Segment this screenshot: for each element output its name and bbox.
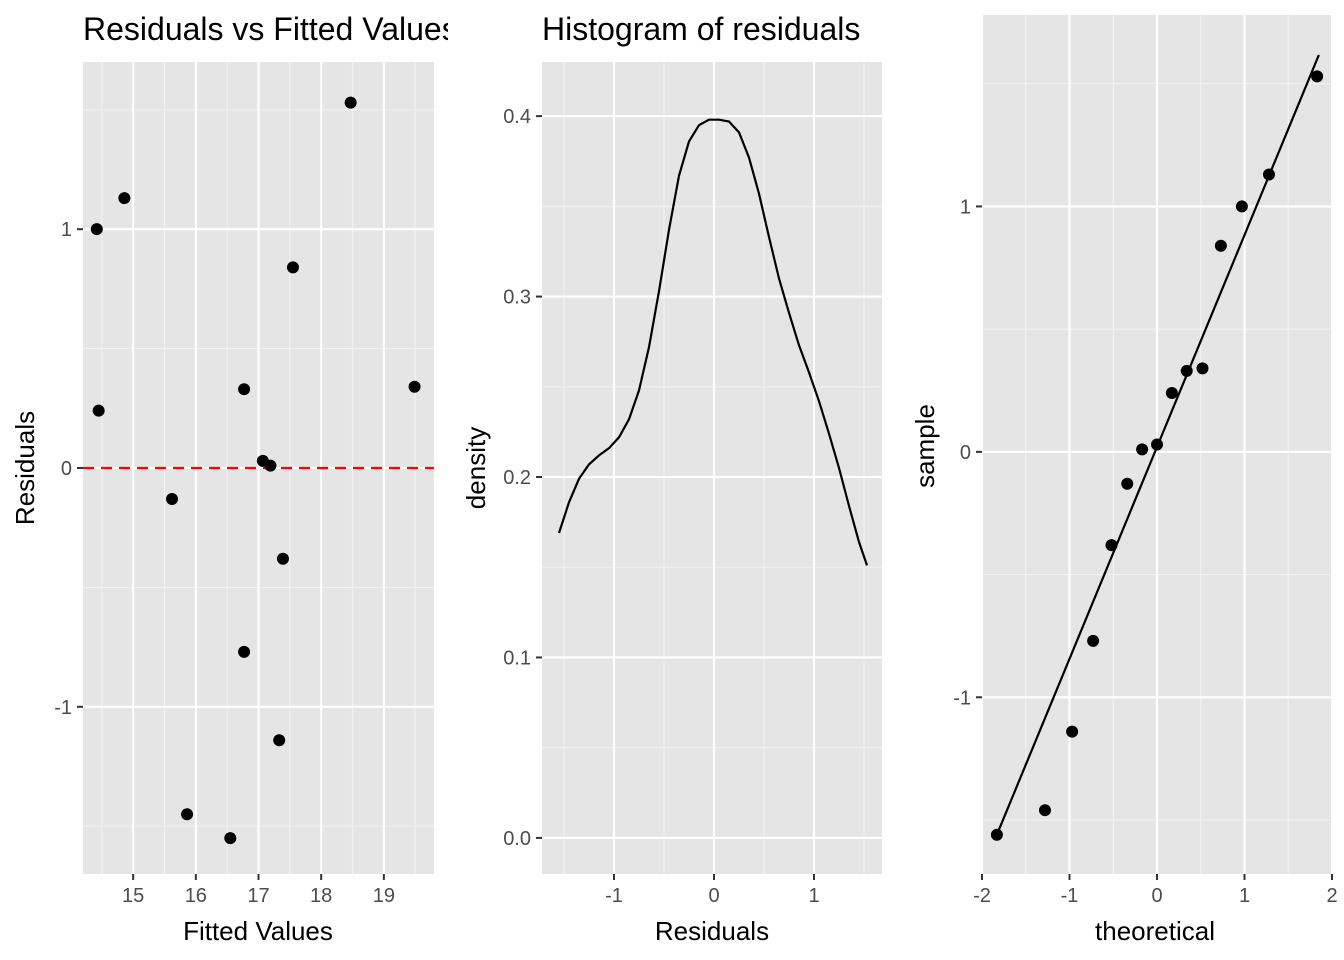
data-point	[166, 493, 179, 506]
x-tick-label: 17	[247, 885, 269, 907]
x-tick-label: -1	[605, 885, 623, 907]
density-curve	[557, 118, 869, 566]
data-point	[276, 552, 289, 565]
x-tick-label: 1	[808, 885, 819, 907]
y-tick-label: -1	[953, 687, 971, 709]
data-point	[118, 192, 131, 205]
x-tick-label: 18	[310, 885, 332, 907]
x-tick-label: 19	[373, 885, 395, 907]
data-point	[238, 383, 251, 396]
data-point	[264, 459, 277, 472]
plot-title: Histogram of residuals	[542, 11, 860, 47]
data-point	[1151, 438, 1163, 451]
y-tick-label: 1	[61, 219, 72, 241]
data-point	[1263, 168, 1275, 181]
data-point	[286, 261, 299, 274]
data-point	[181, 808, 194, 821]
y-tick-label: 1	[960, 196, 971, 218]
x-tick-label: 0	[708, 885, 719, 907]
data-point	[1214, 239, 1227, 252]
data-point	[90, 223, 103, 236]
y-tick-label: 0.0	[503, 828, 531, 850]
data-point	[1039, 804, 1051, 817]
data-point	[238, 645, 251, 658]
data-point	[1196, 362, 1209, 375]
data-point	[92, 404, 105, 417]
y-axis-title: density	[461, 427, 491, 509]
data-point	[273, 734, 286, 747]
data-point	[408, 380, 421, 393]
x-axis-title: Fitted Values	[183, 916, 333, 946]
residual-density-panel: -1 0 1 0.0 0.1 0.2 0.3 0.4 Histogram of residua…	[461, 11, 882, 946]
data-point	[1087, 634, 1100, 647]
qq-plot-panel: -2 -1 0 1 2 -1 0 1 theoretical sample	[910, 15, 1338, 946]
y-tick-label: 0	[61, 458, 72, 480]
y-tick-label: -1	[54, 697, 72, 719]
x-tick-label: 2	[1326, 885, 1337, 907]
data-point	[1235, 200, 1248, 213]
x-tick-label: 0	[1151, 885, 1162, 907]
data-point	[1066, 725, 1079, 738]
data-point	[1311, 70, 1324, 83]
y-tick-label: 0.4	[503, 106, 531, 128]
x-axis-title: Residuals	[655, 916, 769, 946]
x-tick-label: -2	[973, 885, 991, 907]
x-tick-label: 16	[185, 885, 207, 907]
y-axis-title: Residuals	[10, 411, 40, 525]
data-point	[1121, 477, 1134, 490]
plot-background	[542, 62, 882, 874]
x-tick-label: 15	[122, 885, 144, 907]
x-axis-title: theoretical	[1095, 916, 1215, 946]
data-point	[224, 832, 237, 845]
y-tick-label: 0.1	[503, 647, 531, 669]
y-tick-label: 0.2	[503, 467, 531, 489]
y-axis-title: sample	[910, 404, 940, 488]
data-point	[1136, 443, 1149, 456]
y-tick-label: 0	[960, 442, 971, 464]
data-point	[1165, 386, 1178, 399]
y-tick-label: 0.3	[503, 287, 531, 309]
x-tick-label: 1	[1239, 885, 1250, 907]
plot-title: Residuals vs Fitted Values	[83, 11, 458, 47]
data-point	[1105, 539, 1118, 552]
data-point	[1180, 364, 1193, 377]
data-point	[344, 96, 357, 109]
x-tick-label: -1	[1061, 885, 1079, 907]
data-point	[990, 828, 1003, 841]
residuals-vs-fitted-panel: 15 16 17 18 19 -1 0 1 Residuals vs Fitted Value…	[10, 11, 458, 946]
